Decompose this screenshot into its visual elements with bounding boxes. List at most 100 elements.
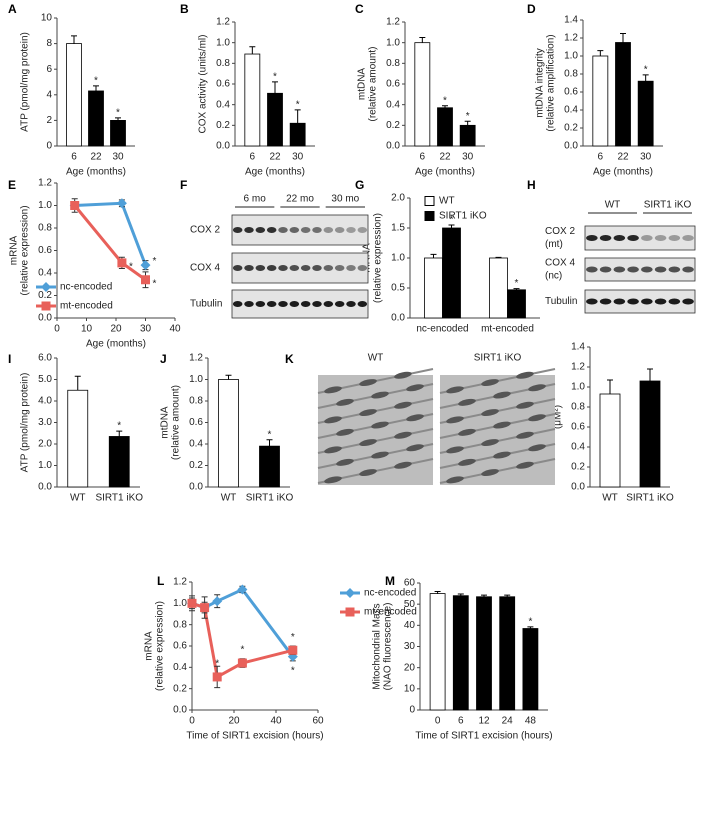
y-tick-label: 0.0 [386, 141, 400, 152]
y-tick-label: 1.0 [564, 51, 578, 62]
chart-panel: J 0.0 0.2 0.4 0.6 0.8 1.0 1.2 mtDNA (relative amo… [160, 352, 294, 503]
error-bar [504, 594, 511, 597]
error-bar [115, 117, 121, 121]
blot-band [312, 227, 322, 233]
y-tick-label: 1.2 [386, 17, 400, 28]
significance-mark: * [116, 107, 120, 118]
marker [345, 607, 355, 617]
micrograph-panel: WT SIRT1 iKO [317, 353, 556, 485]
significance-mark: * [94, 75, 98, 86]
x-tick-label: WT [221, 493, 237, 504]
blot-band [334, 227, 345, 233]
error-bar [597, 50, 604, 56]
blot-band [334, 265, 345, 271]
lane-group-label: 30 mo [331, 194, 359, 205]
blot-panel: F 6 mo 22 mo 30 mo COX 2 COX 4 Tubulin [180, 178, 369, 319]
y-tick-label: 40 [404, 620, 416, 631]
error-bar [448, 224, 455, 228]
bar [637, 80, 654, 147]
x-axis-label: Time of SIRT1 excision (hours) [186, 731, 323, 742]
y-axis-label: mtDNA integrity [535, 48, 546, 117]
legend-swatch [424, 196, 435, 206]
y-tick-label: 1.0 [386, 37, 400, 48]
mitochondrion [406, 384, 424, 392]
legend-label: nc-encoded [364, 588, 416, 599]
error-bar [597, 50, 604, 56]
significance-mark: * [450, 215, 454, 226]
panel-letter: K [285, 352, 294, 366]
y-axis-label: (relative amplification) [546, 34, 557, 131]
marker [212, 672, 222, 682]
bar [592, 55, 609, 147]
error-bar [647, 368, 653, 381]
blot-strip [231, 214, 369, 246]
x-tick-label: 40 [169, 324, 181, 335]
mitochondrion [528, 444, 546, 452]
x-tick-label: 6 [250, 152, 256, 163]
y-tick-label: 2 [46, 115, 52, 126]
y-tick-label: 1.4 [571, 342, 585, 353]
x-tick-label: 30 [112, 152, 124, 163]
significance-mark: * [644, 65, 648, 76]
error-bar [481, 594, 487, 597]
y-tick-label: 1.4 [564, 15, 578, 26]
y-axis-label: (μM²) [553, 405, 564, 429]
legend-label: mt-encoded [364, 607, 417, 618]
blot-band [266, 301, 277, 307]
y-tick-label: 0.6 [38, 245, 52, 256]
panel-letter: B [180, 2, 189, 16]
chart-panel: G0.00.51.01.52.0mRNA(relative expression… [355, 178, 540, 335]
error-bar [74, 375, 81, 391]
y-tick-label: 60 [404, 578, 416, 589]
y-tick-label: 0.0 [391, 313, 405, 324]
y-axis-label: mtDNA [357, 68, 368, 101]
y-tick-label: 0.4 [38, 268, 52, 279]
blot-band [682, 266, 694, 273]
y-tick-label: 1.2 [216, 17, 230, 28]
blot-band [357, 265, 368, 271]
panel-letter: C [355, 2, 364, 16]
x-tick-label: 24 [502, 716, 514, 727]
x-tick-label: WT [70, 493, 86, 504]
row-label: COX 4 [545, 258, 575, 269]
blot-band [654, 266, 667, 273]
y-tick-label: 0.4 [571, 442, 585, 453]
blot-band [654, 235, 667, 241]
error-bar [71, 35, 77, 44]
blot-band [312, 265, 322, 271]
row-label: COX 4 [190, 263, 220, 274]
blot-band [278, 265, 288, 271]
mitochondrion [446, 476, 464, 484]
bar [66, 43, 82, 147]
error-bar [266, 439, 273, 447]
blot-band [627, 235, 639, 241]
chart-panel: E 0.0 0.2 0.4 0.6 0.8 1.0 1.2 mRNA (relative expr… [8, 178, 181, 350]
chart-panel: I 0.0 1.0 2.0 3.0 4.0 5.0 6.0 ATP (pmol/mg prote… [8, 352, 143, 503]
blot-panel: H WT SIRT1 iKO COX 2 (mt) COX 4 (nc) Tubulin [527, 178, 696, 314]
y-tick-label: 4 [46, 89, 52, 100]
x-tick-label: 22 [439, 152, 451, 163]
y-axis-label: (relative expression) [373, 213, 384, 303]
blot-band [289, 301, 300, 307]
bar [437, 107, 453, 147]
blot-band [599, 266, 612, 273]
bar [414, 42, 431, 147]
blot-strip [231, 252, 369, 284]
y-tick-label: 0.4 [216, 99, 230, 110]
y-tick-label: 10 [41, 13, 53, 24]
bar [499, 596, 516, 711]
y-tick-label: 0.4 [189, 439, 203, 450]
legend-label: SIRT1 iKO [439, 211, 487, 222]
blot-band [682, 298, 694, 305]
significance-mark: * [528, 616, 532, 627]
error-bar [249, 46, 256, 55]
y-tick-label: 0.8 [386, 58, 400, 69]
lane-group-label: 6 mo [244, 194, 267, 205]
y-tick-label: 30 [404, 641, 416, 652]
x-tick-label: mt-encoded [481, 324, 534, 335]
significance-mark: * [117, 421, 121, 432]
y-tick-label: 0.6 [216, 79, 230, 90]
blot-band [278, 227, 288, 233]
error-bar [642, 74, 649, 82]
